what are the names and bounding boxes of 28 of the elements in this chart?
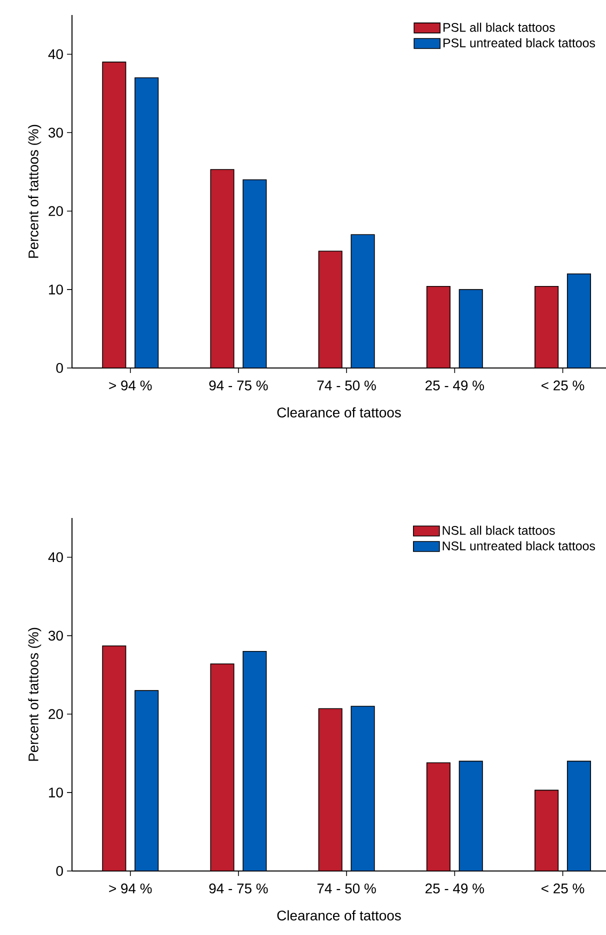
x-tick-label: < 25 %: [542, 884, 584, 894]
legend-label: NSL untreated black tattoos: [442, 541, 596, 550]
x-tick-label: 74 - 50 %: [317, 884, 376, 894]
y-tick-label: 30: [48, 128, 63, 138]
y-tick-label: 30: [48, 630, 63, 641]
x-tick-label: 74 - 50 %: [317, 380, 376, 390]
y-tick-label: 40: [48, 49, 63, 60]
x-tick-label: > 94 %: [109, 884, 152, 894]
y-axis-title: Percent of tattoos (%): [28, 628, 42, 761]
legend-label: PSL all black tattoos: [444, 22, 555, 32]
y-tick-label: 20: [48, 709, 63, 720]
x-tick-label: 25 - 49 %: [426, 380, 484, 390]
x-tick-label: 94 - 75 %: [209, 884, 268, 894]
y-tick-label: 20: [48, 206, 63, 216]
x-tick-label: > 94 %: [109, 380, 152, 390]
x-tick-label: 25 - 49 %: [426, 884, 484, 894]
legend-label: PSL untreated black tattoos: [444, 38, 596, 48]
x-axis-title: Clearance of tattoos: [277, 407, 401, 418]
y-axis-title: Percent of tattoos (%): [28, 124, 42, 258]
x-tick-label: < 25 %: [542, 380, 584, 390]
legend-label: NSL all black tattoos: [442, 526, 555, 535]
y-tick-label: 0: [56, 363, 63, 373]
y-tick-label: 40: [48, 552, 63, 562]
x-tick-label: 94 - 75 %: [209, 380, 268, 390]
x-axis-title: Clearance of tattoos: [277, 910, 401, 920]
y-tick-label: 10: [49, 284, 63, 294]
y-tick-label: 10: [49, 788, 63, 798]
y-tick-label: 0: [56, 866, 63, 876]
